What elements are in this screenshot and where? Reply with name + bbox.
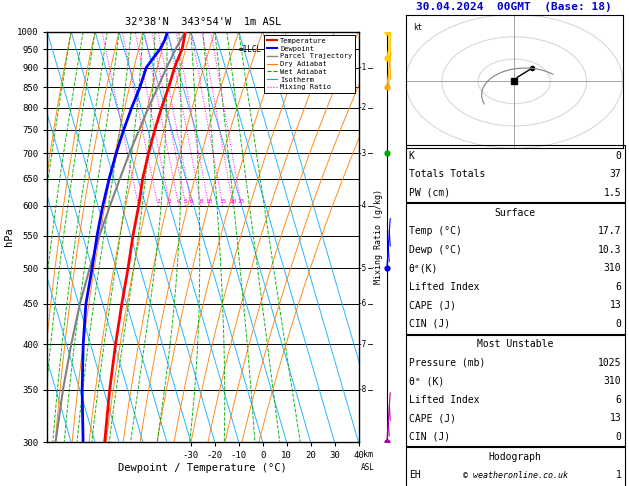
Text: 1: 1	[136, 199, 140, 204]
Text: 10.3: 10.3	[598, 245, 621, 255]
Text: Dewp (°C): Dewp (°C)	[409, 245, 462, 255]
Text: 13: 13	[610, 300, 621, 311]
Text: Temp (°C): Temp (°C)	[409, 226, 462, 237]
Text: Lifted Index: Lifted Index	[409, 395, 479, 405]
Text: θᵉ(K): θᵉ(K)	[409, 263, 438, 274]
Y-axis label: hPa: hPa	[4, 227, 14, 246]
Text: 0: 0	[616, 319, 621, 329]
Text: =1LCL: =1LCL	[238, 45, 262, 53]
Text: CIN (J): CIN (J)	[409, 319, 450, 329]
Text: 310: 310	[604, 263, 621, 274]
X-axis label: Dewpoint / Temperature (°C): Dewpoint / Temperature (°C)	[118, 463, 287, 473]
Text: 6: 6	[616, 395, 621, 405]
Text: 37: 37	[610, 169, 621, 179]
Text: -6: -6	[358, 299, 367, 309]
Text: -4: -4	[358, 201, 367, 210]
Text: km: km	[363, 451, 372, 459]
Text: 0: 0	[616, 432, 621, 442]
Text: 15: 15	[219, 199, 226, 204]
Text: CAPE (J): CAPE (J)	[409, 413, 456, 423]
Text: 17.7: 17.7	[598, 226, 621, 237]
Text: CAPE (J): CAPE (J)	[409, 300, 456, 311]
Text: 1: 1	[616, 470, 621, 481]
Text: K: K	[409, 151, 415, 161]
Text: Pressure (mb): Pressure (mb)	[409, 358, 485, 368]
Text: 25: 25	[238, 199, 245, 204]
Text: CIN (J): CIN (J)	[409, 432, 450, 442]
Text: 6: 6	[616, 282, 621, 292]
Text: 6: 6	[190, 199, 194, 204]
Text: 10: 10	[205, 199, 213, 204]
Text: Most Unstable: Most Unstable	[477, 339, 554, 349]
Text: 2: 2	[156, 199, 160, 204]
Text: -8: -8	[358, 385, 367, 394]
Legend: Temperature, Dewpoint, Parcel Trajectory, Dry Adiabat, Wet Adiabat, Isotherm, Mi: Temperature, Dewpoint, Parcel Trajectory…	[264, 35, 355, 93]
Text: Lifted Index: Lifted Index	[409, 282, 479, 292]
Text: Hodograph: Hodograph	[489, 452, 542, 462]
Text: -3: -3	[358, 149, 367, 158]
Text: kt: kt	[413, 23, 422, 33]
Text: 1.5: 1.5	[604, 188, 621, 198]
Text: Mixing Ratio (g/kg): Mixing Ratio (g/kg)	[374, 190, 382, 284]
Text: 8: 8	[199, 199, 203, 204]
Text: 4: 4	[177, 199, 181, 204]
Text: -5: -5	[358, 263, 367, 273]
Text: 5: 5	[184, 199, 187, 204]
Text: Surface: Surface	[494, 208, 536, 218]
Text: Totals Totals: Totals Totals	[409, 169, 485, 179]
Text: -7: -7	[358, 340, 367, 348]
Text: -2: -2	[358, 103, 367, 112]
Text: 30.04.2024  00GMT  (Base: 18): 30.04.2024 00GMT (Base: 18)	[416, 2, 612, 12]
Text: 20: 20	[230, 199, 237, 204]
Text: 310: 310	[604, 376, 621, 386]
Text: 13: 13	[610, 413, 621, 423]
Text: 0: 0	[616, 151, 621, 161]
Text: ASL: ASL	[360, 463, 375, 472]
Text: EH: EH	[409, 470, 421, 481]
Text: PW (cm): PW (cm)	[409, 188, 450, 198]
Text: -1: -1	[358, 63, 367, 72]
Text: 32°38'N  343°54'W  1m ASL: 32°38'N 343°54'W 1m ASL	[125, 17, 281, 28]
Text: θᵉ (K): θᵉ (K)	[409, 376, 444, 386]
Text: 3: 3	[168, 199, 172, 204]
Text: © weatheronline.co.uk: © weatheronline.co.uk	[463, 471, 567, 480]
Text: 1025: 1025	[598, 358, 621, 368]
